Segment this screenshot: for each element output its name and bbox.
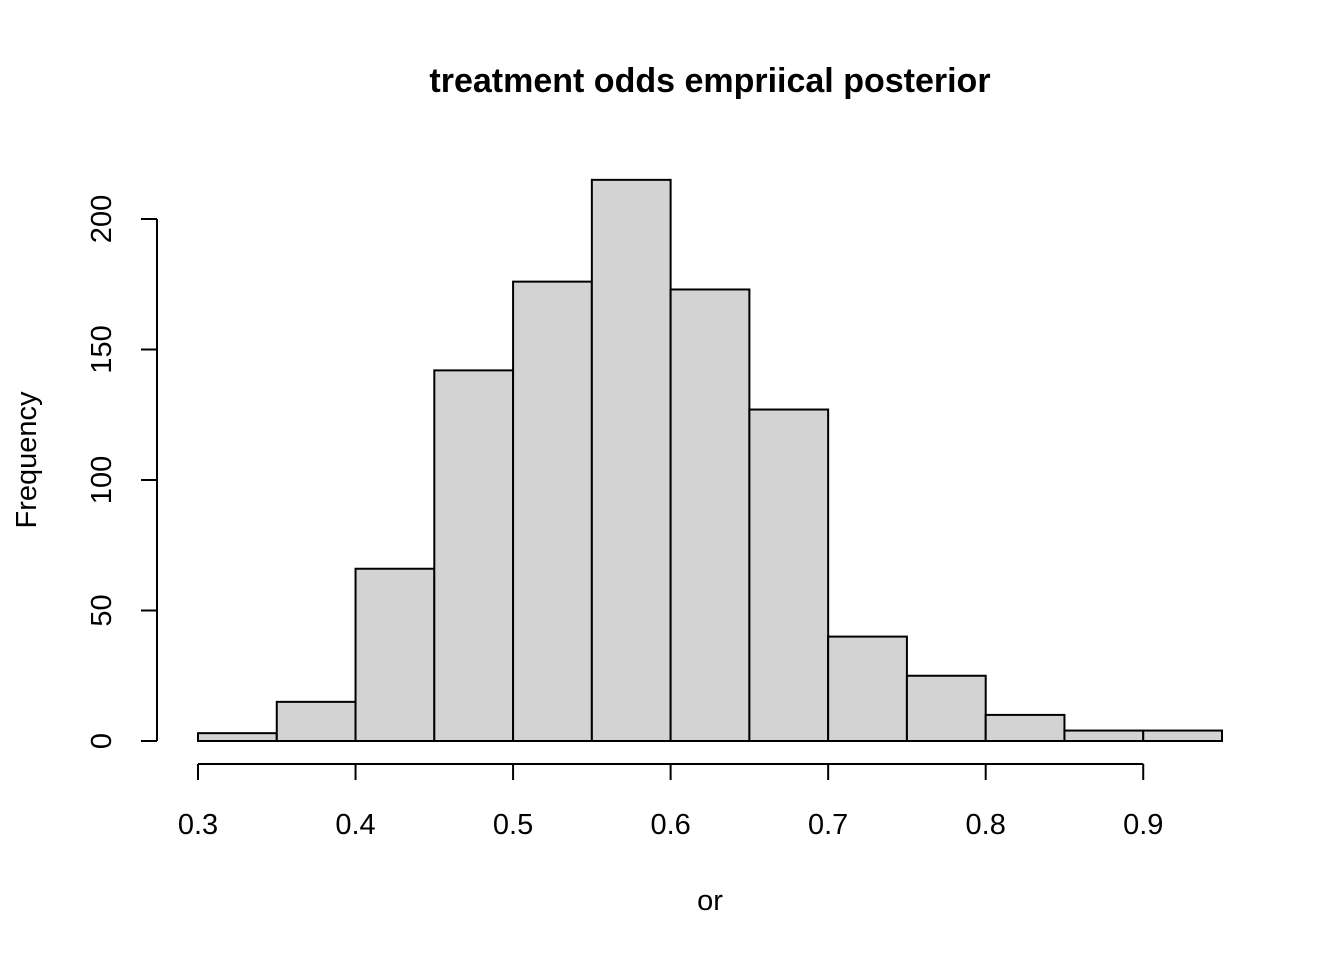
histogram-bar bbox=[669, 288, 751, 742]
x-tick-label: 0.9 bbox=[1123, 809, 1163, 841]
x-tick-label: 0.5 bbox=[493, 809, 533, 841]
histogram-bar bbox=[512, 280, 593, 742]
x-tick-label: 0.8 bbox=[966, 809, 1006, 841]
x-axis-label: or bbox=[697, 885, 723, 917]
histogram-bar bbox=[748, 408, 830, 742]
histogram-bar bbox=[433, 369, 515, 742]
histogram-bar bbox=[905, 674, 987, 742]
histogram-bar bbox=[827, 635, 908, 742]
x-tick-label: 0.6 bbox=[650, 809, 690, 841]
y-tick-label: 0 bbox=[86, 733, 118, 749]
histogram-bar bbox=[590, 178, 672, 743]
histogram-bar bbox=[984, 713, 1066, 743]
y-tick-label: 100 bbox=[86, 456, 118, 504]
x-axis: 0.3 0.4 0.5 0.6 0.7 0.8 0.9 bbox=[178, 763, 1163, 841]
y-tick-label: 150 bbox=[86, 325, 118, 373]
histogram-bar bbox=[275, 700, 357, 742]
x-tick-label: 0.4 bbox=[335, 809, 375, 841]
y-tick-label: 50 bbox=[86, 594, 118, 626]
histogram-bar bbox=[1063, 729, 1145, 742]
bars-group bbox=[197, 178, 1223, 743]
chart-title: treatment odds empriical posterior bbox=[429, 62, 990, 100]
histogram-bar bbox=[1142, 729, 1223, 742]
histogram-bar bbox=[197, 732, 278, 742]
histogram-bar bbox=[354, 567, 436, 742]
x-tick-label: 0.7 bbox=[808, 809, 848, 841]
x-tick-label: 0.3 bbox=[178, 809, 218, 841]
y-axis-label: Frequency bbox=[11, 391, 43, 529]
y-tick-label: 200 bbox=[86, 195, 118, 243]
y-axis: 0 50 100 150 200 bbox=[86, 195, 158, 749]
